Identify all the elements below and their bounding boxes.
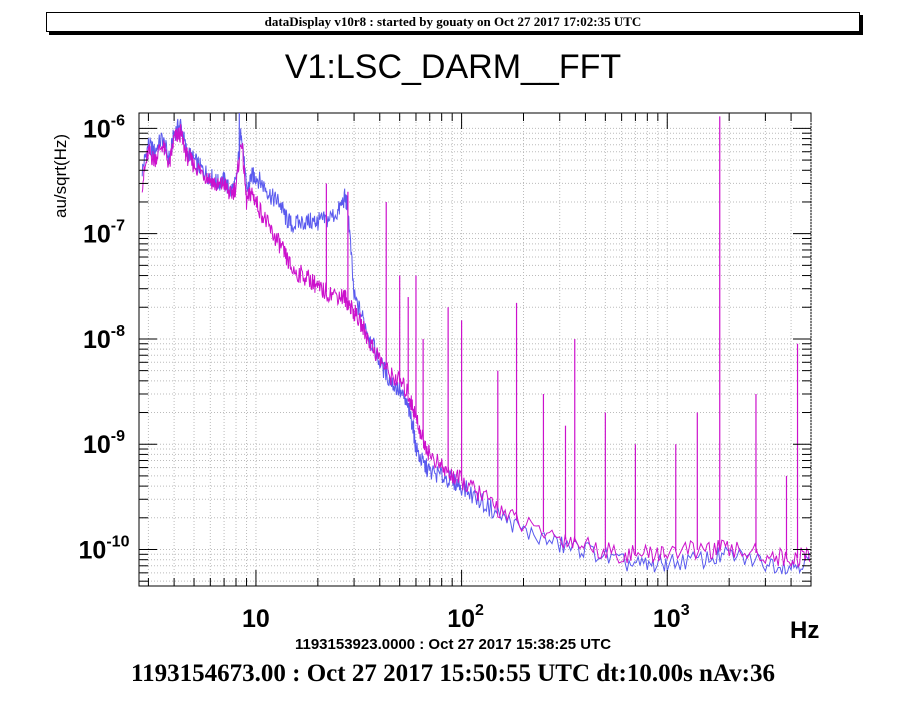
axes-layer: 10 102 103 10-10 10-9 10-8 10-7 10-6 <box>79 112 812 633</box>
acquisition-info: 1193154673.00 : Oct 27 2017 15:50:55 UTC… <box>131 660 775 687</box>
series-layer <box>141 113 811 575</box>
series-timestamp: 1193153923.0000 : Oct 27 2017 15:38:25 U… <box>294 636 612 653</box>
x-tick-label: 10 <box>242 605 270 633</box>
y-tick-label: 10-7 <box>83 218 125 249</box>
header-banner: dataDisplay v10r8 : started by gouaty on… <box>46 12 860 32</box>
y-tick-label: 10-8 <box>83 323 125 354</box>
x-axis-label: Hz <box>790 617 819 644</box>
x-tick-label: 103 <box>653 602 690 633</box>
series-line-0 <box>141 118 811 575</box>
y-tick-label: 10-10 <box>79 533 130 564</box>
y-tick-label: 10-6 <box>83 112 125 143</box>
chart-title: V1:LSC_DARM__FFT <box>284 48 622 86</box>
series-line-1 <box>141 124 811 569</box>
y-axis-label: au/sqrt(Hz) <box>51 134 70 218</box>
header-text: dataDisplay v10r8 : started by gouaty on… <box>264 14 642 29</box>
y-tick-label: 10-9 <box>83 428 125 459</box>
x-tick-label: 102 <box>447 602 484 633</box>
